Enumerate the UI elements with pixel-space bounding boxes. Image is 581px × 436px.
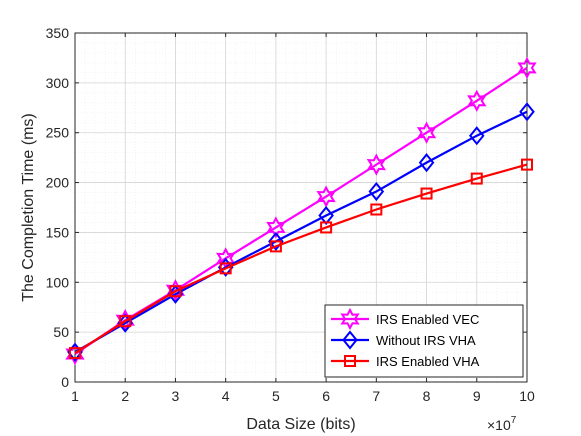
legend-marker — [344, 355, 356, 367]
series-layer — [65, 56, 537, 366]
legend-label: IRS Enabled VHA — [376, 354, 480, 369]
x-tick-label: 10 — [519, 388, 535, 404]
y-tick-label: 0 — [61, 374, 69, 390]
legend: IRS Enabled VEC Without IRS VHA IRS Enable… — [324, 304, 524, 378]
data-point — [169, 285, 182, 298]
data-point — [370, 203, 383, 216]
data-point — [416, 121, 437, 144]
data-point — [418, 153, 435, 173]
x-tick-label: 1 — [71, 388, 79, 404]
y-tick-label: 250 — [46, 125, 70, 141]
x-tick-label: 8 — [423, 388, 431, 404]
data-point — [517, 56, 537, 80]
series-line — [74, 110, 528, 354]
legend-item: IRS Enabled VHA — [331, 354, 480, 369]
data-point — [165, 279, 186, 302]
y-tick-label: 100 — [46, 274, 70, 290]
plot-frame — [74, 32, 528, 383]
legend-marker — [340, 307, 360, 331]
data-point — [470, 172, 483, 185]
legend-items: IRS Enabled VEC Without IRS VHA IRS Enable… — [331, 307, 480, 369]
y-tick-label: 300 — [46, 75, 70, 91]
data-point — [519, 102, 535, 122]
data-point — [318, 205, 334, 226]
x-tick-label: 4 — [222, 388, 230, 404]
y-tick-label: 50 — [53, 324, 69, 340]
data-point — [468, 126, 485, 146]
data-point — [69, 347, 81, 360]
data-point — [119, 315, 132, 328]
series-irs-enabled-vha — [69, 158, 533, 360]
y-axis-label: The Completion Time (ms) — [20, 113, 37, 302]
data-point — [521, 158, 533, 171]
x-tick-label: 5 — [272, 388, 280, 404]
series-line — [74, 163, 528, 355]
legend-marker — [342, 330, 358, 350]
x-axis-exponent-base: ×10 — [487, 417, 511, 433]
data-point — [320, 221, 333, 234]
y-tick-label: 200 — [46, 175, 70, 191]
x-tick-label: 7 — [372, 388, 380, 404]
legend-item: IRS Enabled VEC — [331, 307, 479, 331]
y-tick-label: 150 — [46, 224, 70, 240]
x-tick-label: 2 — [121, 388, 129, 404]
legend-label: Without IRS VHA — [376, 333, 476, 348]
x-tick-label: 6 — [322, 388, 330, 404]
x-axis-exponent: ×107 — [487, 415, 517, 433]
data-point — [266, 216, 286, 239]
legend-label: IRS Enabled VEC — [376, 312, 479, 327]
legend-item: Without IRS VHA — [331, 330, 476, 350]
x-tick-label: 9 — [473, 388, 481, 404]
x-tick-label: 3 — [172, 388, 180, 404]
data-point — [269, 240, 282, 253]
x-axis-label: Data Size (bits) — [246, 416, 355, 433]
x-axis-exponent-power: 7 — [511, 415, 517, 426]
data-point — [268, 231, 284, 251]
data-point — [316, 185, 336, 208]
data-point — [420, 187, 433, 200]
data-point — [65, 342, 85, 366]
data-point — [467, 89, 487, 112]
data-point — [368, 181, 385, 202]
y-tick-label: 350 — [46, 25, 70, 41]
data-point — [366, 153, 386, 176]
data-point — [219, 262, 232, 275]
